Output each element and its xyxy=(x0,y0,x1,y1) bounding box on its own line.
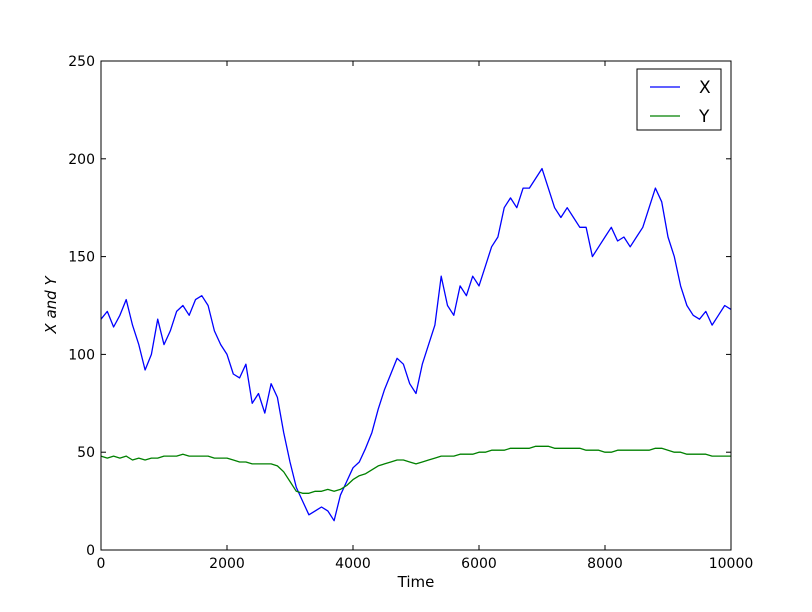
y-tick-label: 0 xyxy=(86,543,95,559)
x-axis-label: Time xyxy=(397,573,435,591)
y-tick-label: 50 xyxy=(77,445,95,461)
legend-label-y: Y xyxy=(698,107,710,127)
x-tick-label: 4000 xyxy=(335,556,371,572)
axis-ticks xyxy=(100,60,732,551)
legend: X Y xyxy=(636,68,722,131)
plot-area-frame xyxy=(100,60,732,551)
tick-labels: 0 2000 4000 6000 8000 10000 0 50 100 150 200 250 xyxy=(68,54,753,572)
x-tick-label: 10000 xyxy=(709,556,754,572)
x-tick-label: 2000 xyxy=(209,556,245,572)
y-axis-label: X and Y xyxy=(42,275,60,335)
y-tick-label: 250 xyxy=(68,54,95,70)
y-tick-label: 150 xyxy=(68,250,95,266)
series-line-x xyxy=(100,167,732,522)
x-tick-label: 0 xyxy=(97,556,106,572)
legend-box xyxy=(636,68,722,131)
series-layer xyxy=(100,167,732,522)
series-line-y xyxy=(100,445,731,494)
x-tick-label: 8000 xyxy=(587,556,623,572)
y-tick-label: 100 xyxy=(68,347,95,363)
legend-label-x: X xyxy=(699,78,711,98)
x-tick-label: 6000 xyxy=(461,556,497,572)
y-tick-label: 200 xyxy=(68,152,95,168)
